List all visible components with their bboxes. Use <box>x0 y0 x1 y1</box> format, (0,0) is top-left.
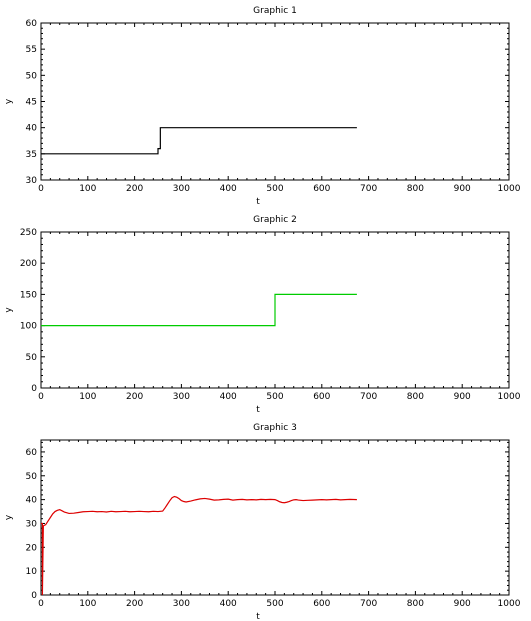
y-tick-label: 30 <box>26 519 38 529</box>
series-line-1 <box>41 495 357 596</box>
chart-panel-2: Graphic 20 100 200 300 400 500 600 700 800 900 100… <box>4 215 521 415</box>
series-line-1 <box>41 127 357 155</box>
y-tick-label: 150 <box>20 290 37 300</box>
x-axis-label: t <box>256 405 260 415</box>
x-tick-label: 1000 <box>498 184 521 194</box>
x-tick-label: 1000 <box>498 392 521 402</box>
x-tick-label: 900 <box>454 392 471 402</box>
y-tick-label: 0 <box>31 384 37 394</box>
y-tick-label: 50 <box>26 71 38 81</box>
y-tick-label: 50 <box>26 353 38 363</box>
chart-panel-3: Graphic 30 100 200 300 400 500 600 700 800 900 100… <box>4 423 521 621</box>
x-tick-label: 900 <box>454 599 471 609</box>
x-tick-label: 300 <box>173 599 190 609</box>
x-axis-label: t <box>256 197 260 207</box>
x-tick-label: 300 <box>173 392 190 402</box>
x-tick-label: 200 <box>126 392 143 402</box>
series-line-1 <box>41 293 357 327</box>
y-tick-label: 60 <box>26 448 38 458</box>
chart-panel-1: Graphic 1 0 100 200 300 400 500 600 700 800 900 100… <box>4 6 521 207</box>
y-axis-label: y <box>4 307 14 313</box>
plot-frame <box>40 439 510 596</box>
y-tick-label: 45 <box>26 98 37 108</box>
x-tick-label: 1000 <box>498 599 521 609</box>
y-tick-label: 200 <box>20 259 37 269</box>
x-tick-label: 900 <box>454 184 471 194</box>
x-tick-label: 200 <box>126 599 143 609</box>
x-tick-label: 700 <box>360 392 377 402</box>
y-axis-label: y <box>4 514 14 520</box>
y-tick-label: 35 <box>26 150 37 160</box>
chart-title: Graphic 2 <box>253 215 297 225</box>
plot-frame <box>40 22 510 181</box>
x-tick-label: 400 <box>220 184 237 194</box>
x-tick-label: 800 <box>407 392 424 402</box>
y-tick-label: 40 <box>26 124 38 134</box>
x-tick-label: 600 <box>313 184 330 194</box>
x-tick-label: 100 <box>79 184 96 194</box>
x-tick-label: 800 <box>407 599 424 609</box>
y-axis-label: y <box>4 98 14 104</box>
chart-title: Graphic 3 <box>253 423 297 433</box>
x-tick-label: 500 <box>266 184 283 194</box>
x-tick-label: 100 <box>79 392 96 402</box>
y-tick-label: 250 <box>20 228 37 238</box>
x-tick-label: 100 <box>79 599 96 609</box>
x-tick-label: 600 <box>313 392 330 402</box>
y-tick-label: 10 <box>26 567 38 577</box>
y-tick-label: 0 <box>31 591 37 601</box>
y-tick-label: 50 <box>26 472 38 482</box>
x-tick-label: 700 <box>360 184 377 194</box>
x-tick-label: 600 <box>313 599 330 609</box>
y-tick-label: 60 <box>26 19 38 29</box>
chart-title: Graphic 1 <box>253 6 297 16</box>
y-tick-label: 55 <box>26 45 37 55</box>
y-tick-label: 40 <box>26 496 38 506</box>
x-tick-label: 0 <box>38 392 44 402</box>
x-tick-label: 0 <box>38 184 44 194</box>
y-tick-label: 100 <box>20 322 37 332</box>
x-tick-label: 700 <box>360 599 377 609</box>
x-tick-label: 800 <box>407 184 424 194</box>
y-tick-label: 30 <box>26 176 38 186</box>
x-tick-label: 0 <box>38 599 44 609</box>
x-tick-label: 400 <box>220 392 237 402</box>
x-tick-label: 500 <box>266 599 283 609</box>
x-tick-label: 300 <box>173 184 190 194</box>
x-tick-label: 500 <box>266 392 283 402</box>
y-tick-label: 20 <box>26 543 38 553</box>
x-tick-label: 400 <box>220 599 237 609</box>
x-axis-label: t <box>256 612 260 621</box>
x-tick-label: 200 <box>126 184 143 194</box>
